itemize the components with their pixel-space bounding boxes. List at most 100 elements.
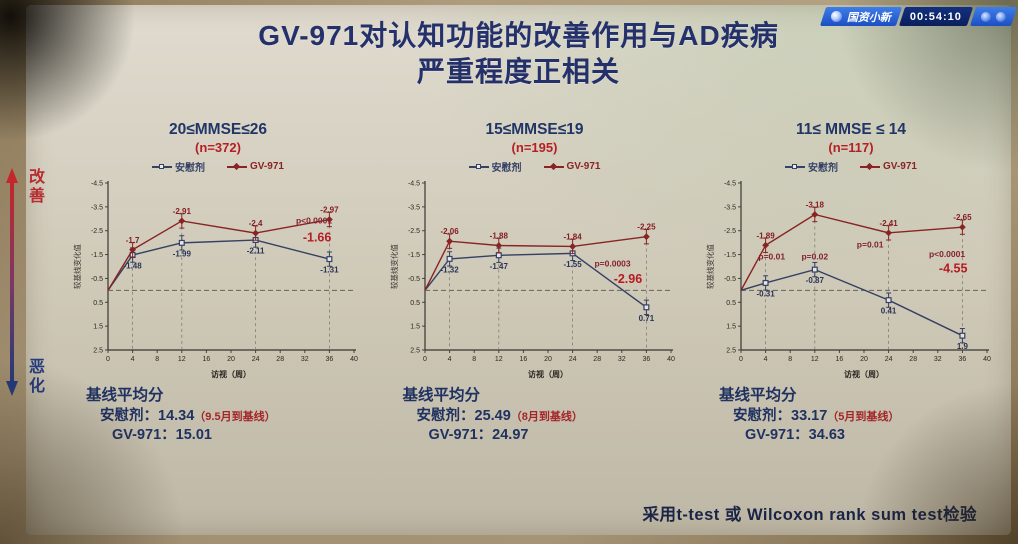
svg-text:访视（周）: 访视（周） xyxy=(844,369,884,379)
svg-text:1.9: 1.9 xyxy=(957,342,969,351)
svg-text:4: 4 xyxy=(131,356,135,363)
baseline-gv971: GV-971：24.97 xyxy=(429,426,583,446)
tv-badge-icon xyxy=(996,11,1006,22)
baseline-block: 基线平均分 安慰剂：14.34（9.5月到基线） GV-971：15.01 xyxy=(86,386,276,446)
baseline-block: 基线平均分 安慰剂：33.17（5月到基线） GV-971：34.63 xyxy=(719,386,899,446)
svg-text:20: 20 xyxy=(544,356,552,363)
gv971-line-icon xyxy=(860,162,881,171)
svg-text:-1.99: -1.99 xyxy=(173,249,192,258)
panel-mmse-11-14: 11≤ MMSE ≤ 14 (n=117) 安慰剂 GV-971 -4.5 -3.… xyxy=(701,121,1001,446)
legend-placebo: 安慰剂 xyxy=(152,159,205,174)
svg-text:0: 0 xyxy=(106,356,110,363)
svg-text:-4.5: -4.5 xyxy=(724,181,736,188)
svg-text:16: 16 xyxy=(203,356,211,363)
sample-size: (n=195) xyxy=(511,140,558,155)
svg-text:-1.5: -1.5 xyxy=(91,252,103,259)
baseline-gv971-label: GV-971： xyxy=(745,427,809,444)
svg-text:-2.11: -2.11 xyxy=(247,247,265,256)
svg-text:-4.5: -4.5 xyxy=(407,181,419,188)
svg-text:较基线变化值: 较基线变化值 xyxy=(705,244,715,289)
legend-placebo-label: 安慰剂 xyxy=(808,163,839,174)
svg-text:1.5: 1.5 xyxy=(410,324,420,331)
baseline-heading: 基线平均分 xyxy=(86,387,164,404)
legend-placebo-label: 安慰剂 xyxy=(491,163,522,174)
legend-gv971: GV-971 xyxy=(227,161,284,172)
gv971-line-icon xyxy=(227,162,248,171)
svg-text:4: 4 xyxy=(447,356,451,363)
svg-text:-4.5: -4.5 xyxy=(91,181,103,188)
svg-text:16: 16 xyxy=(836,356,844,363)
baseline-gv971-label: GV-971： xyxy=(428,427,493,444)
svg-text:-1.66: -1.66 xyxy=(303,230,332,244)
svg-text:-0.31: -0.31 xyxy=(756,289,775,298)
stat-test-note: 采用t-test 或 Wilcoxon rank sum test检验 xyxy=(642,506,977,524)
svg-text:-2.5: -2.5 xyxy=(407,228,419,235)
baseline-heading: 基线平均分 xyxy=(719,387,797,404)
baseline-gv971-value: 15.01 xyxy=(175,427,212,444)
baseline-placebo-label: 安慰剂： xyxy=(100,407,158,424)
svg-text:0.5: 0.5 xyxy=(410,300,420,307)
baseline-placebo: 安慰剂：14.34（9.5月到基线） xyxy=(100,407,276,427)
tv-logo-icon xyxy=(830,11,842,22)
placebo-line-icon xyxy=(468,162,489,171)
svg-text:-2.5: -2.5 xyxy=(724,228,736,235)
svg-text:-1.5: -1.5 xyxy=(724,252,736,259)
svg-text:-1.31: -1.31 xyxy=(320,266,339,275)
svg-text:-3.18: -3.18 xyxy=(806,200,825,209)
baseline-gv971: GV-971：34.63 xyxy=(745,426,899,446)
svg-text:2.5: 2.5 xyxy=(93,348,103,355)
svg-text:-1.47: -1.47 xyxy=(489,262,508,271)
svg-text:12: 12 xyxy=(178,356,186,363)
improvement-label: 改善 xyxy=(26,168,43,206)
svg-text:20: 20 xyxy=(860,356,868,363)
svg-text:较基线变化值: 较基线变化值 xyxy=(389,244,399,289)
svg-text:0: 0 xyxy=(739,356,743,363)
svg-text:-2.91: -2.91 xyxy=(173,207,192,216)
svg-text:28: 28 xyxy=(276,356,284,363)
baseline-heading: 基线平均分 xyxy=(402,387,481,404)
baseline-gv971-value: 34.63 xyxy=(808,427,845,444)
legend-placebo: 安慰剂 xyxy=(468,159,522,174)
svg-text:0: 0 xyxy=(423,356,427,363)
svg-text:28: 28 xyxy=(909,356,917,363)
svg-text:p<0.0001: p<0.0001 xyxy=(929,249,965,259)
svg-text:1.5: 1.5 xyxy=(93,324,103,331)
svg-text:p=0.01: p=0.01 xyxy=(758,251,785,261)
baseline-gv971: GV-971：15.01 xyxy=(112,426,276,446)
legend-gv971: GV-971 xyxy=(543,161,600,172)
svg-text:20: 20 xyxy=(227,356,235,363)
svg-text:40: 40 xyxy=(350,356,358,363)
svg-text:32: 32 xyxy=(617,356,625,363)
placebo-line-icon xyxy=(152,162,173,171)
svg-text:32: 32 xyxy=(301,356,309,363)
svg-text:访视（周）: 访视（周） xyxy=(211,369,251,379)
svg-text:p=0.0003: p=0.0003 xyxy=(594,259,630,269)
svg-text:36: 36 xyxy=(642,356,650,363)
svg-text:16: 16 xyxy=(519,356,527,363)
slide-title-line2: 严重程度正相关 xyxy=(416,55,620,87)
legend-placebo: 安慰剂 xyxy=(785,159,838,174)
svg-text:-3.5: -3.5 xyxy=(724,204,736,211)
svg-text:8: 8 xyxy=(472,356,476,363)
legend-placebo-label: 安慰剂 xyxy=(175,163,206,174)
svg-text:12: 12 xyxy=(494,356,502,363)
line-chart-mmse-20-26: -4.5 -3.5 -2.5 -1.5 -0.5 0.5 1.5 2.50 4 8 12 16 20 24… xyxy=(72,181,358,380)
sample-size: (n=372) xyxy=(195,140,241,155)
slide-title: GV-971对认知功能的改善作用与AD疾病 严重程度正相关 xyxy=(26,18,1011,90)
svg-text:-2.96: -2.96 xyxy=(613,272,642,286)
change-direction-scale: 改善 恶化 xyxy=(5,168,46,396)
chart-legend: 安慰剂 GV-971 xyxy=(785,159,917,174)
svg-text:-2.41: -2.41 xyxy=(879,219,898,228)
svg-text:-0.5: -0.5 xyxy=(91,276,103,283)
svg-text:0.41: 0.41 xyxy=(881,307,897,316)
svg-text:8: 8 xyxy=(788,356,792,363)
baseline-gv971-value: 24.97 xyxy=(492,427,529,444)
svg-text:-2.4: -2.4 xyxy=(249,219,263,228)
svg-text:-1.84: -1.84 xyxy=(563,232,582,241)
svg-text:-1.48: -1.48 xyxy=(123,262,142,271)
svg-text:-2.5: -2.5 xyxy=(91,228,103,235)
svg-text:8: 8 xyxy=(155,356,159,363)
svg-text:-0.5: -0.5 xyxy=(724,276,736,283)
svg-text:-3.5: -3.5 xyxy=(91,204,103,211)
baseline-placebo-value: 33.17 xyxy=(791,407,828,424)
